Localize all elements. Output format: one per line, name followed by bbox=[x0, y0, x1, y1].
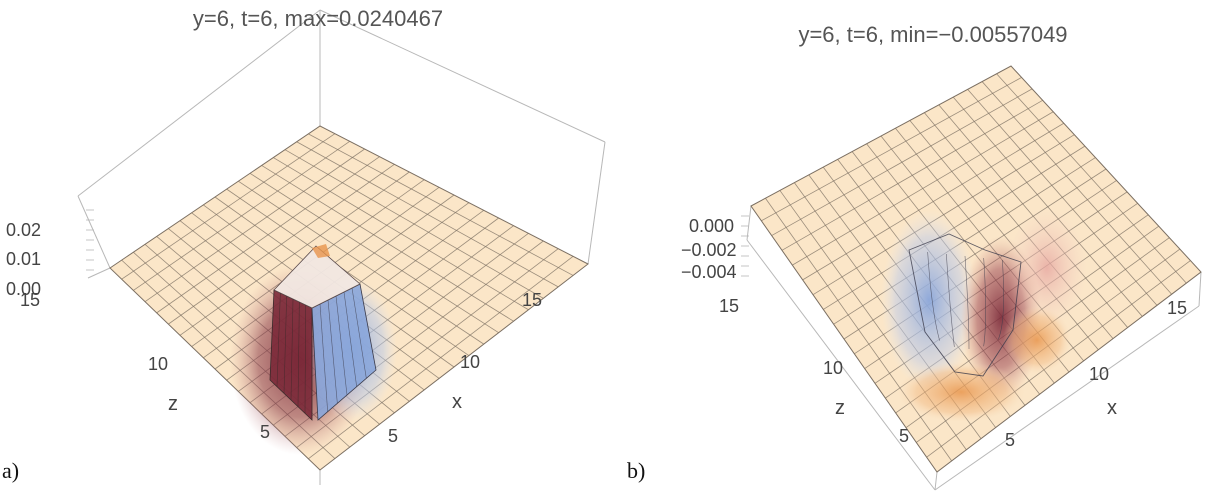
b-grid-line-v16 bbox=[981, 81, 1172, 295]
b-depression-line-3 bbox=[964, 255, 970, 350]
a-grid-line-u17 bbox=[308, 256, 574, 460]
x-tick-a-10: 10 bbox=[460, 352, 480, 372]
panel-label-a: a) bbox=[2, 458, 20, 483]
a-box-edge-6 bbox=[87, 267, 111, 279]
x-tick-a-5: 5 bbox=[388, 426, 398, 446]
z-axis-label-a: z bbox=[168, 393, 178, 415]
x-tick-b-15: 15 bbox=[1167, 298, 1187, 318]
a-grid-line-v17 bbox=[308, 133, 574, 276]
surface-plot-a: y=6, t=6, max=0.0240467 0.00 0.01 0.02 1… bbox=[6, 6, 606, 485]
b-depression-line-5 bbox=[998, 259, 1004, 340]
b-box-edge-5 bbox=[934, 305, 1200, 491]
value-tick-a-0: 0.00 bbox=[6, 279, 41, 299]
value-tick-a-2: 0.02 bbox=[6, 220, 41, 240]
panel-label-b: b) bbox=[627, 458, 646, 483]
z-tick-b-10: 10 bbox=[823, 358, 843, 378]
z-tick-a-15: 15 bbox=[20, 290, 40, 310]
z-tick-b-5: 5 bbox=[899, 426, 909, 446]
b-accent-region-lower bbox=[897, 362, 1025, 422]
z-tick-a-10: 10 bbox=[148, 354, 168, 374]
a-block-line-3 bbox=[290, 298, 294, 401]
a-block-side-line-4 bbox=[343, 291, 357, 387]
x-axis-label-a: x bbox=[452, 391, 462, 413]
a-box-edge-3 bbox=[587, 141, 606, 265]
a-block-side-line-5 bbox=[351, 287, 367, 379]
b-box-edge-0 bbox=[746, 205, 752, 241]
b-accent-region-upper bbox=[1007, 208, 1087, 328]
z-axis-label-b: z bbox=[835, 397, 845, 419]
a-block-side-line-3 bbox=[335, 295, 348, 396]
a-box-edge-1 bbox=[319, 9, 606, 143]
chart-panel-a: y=6, t=6, max=0.0240467 0.00 0.01 0.02 1… bbox=[2, 6, 606, 485]
chart-title-a: y=6, t=6, max=0.0240467 bbox=[193, 6, 443, 31]
b-depression-line-1 bbox=[927, 251, 940, 341]
a-block-line-5 bbox=[304, 304, 306, 414]
a-block-side-line-1 bbox=[319, 303, 328, 412]
z-tick-a-5: 5 bbox=[260, 422, 270, 442]
value-tick-b-2: −0.004 bbox=[681, 262, 737, 282]
surface-feature-a bbox=[230, 244, 397, 455]
x-tick-b-5: 5 bbox=[1005, 430, 1015, 450]
surface-plot-b: y=6, t=6, min=−0.00557049 0.000 −0.002 −… bbox=[681, 22, 1202, 491]
b-grid-line-v15 bbox=[967, 89, 1158, 306]
x-tick-a-15: 15 bbox=[522, 290, 542, 310]
a-grid-line-v15 bbox=[284, 149, 544, 299]
chart-title-b: y=6, t=6, min=−0.00557049 bbox=[798, 22, 1067, 47]
surface-feature-b bbox=[881, 208, 1087, 422]
b-depression-line-2 bbox=[946, 253, 955, 347]
x-tick-b-10: 10 bbox=[1089, 364, 1109, 384]
a-block-line-4 bbox=[297, 301, 300, 407]
a-box-edge-0 bbox=[77, 9, 321, 197]
a-block-line-1 bbox=[276, 292, 281, 387]
a-box-edge-2 bbox=[77, 195, 111, 269]
a-block-peak bbox=[312, 244, 330, 258]
value-tick-b-1: −0.002 bbox=[681, 240, 737, 260]
a-block-side-line-2 bbox=[327, 299, 338, 404]
a-grid-line-v16 bbox=[296, 141, 559, 288]
a-block-line-2 bbox=[283, 295, 287, 394]
bounding-box-a bbox=[77, 9, 606, 485]
b-depression-line-4 bbox=[983, 257, 986, 347]
value-tick-a-1: 0.01 bbox=[6, 249, 41, 269]
bounding-box-b bbox=[741, 66, 1202, 491]
z-tick-b-15: 15 bbox=[719, 296, 739, 316]
b-box-edge-3 bbox=[934, 471, 938, 491]
b-depression-outline bbox=[908, 233, 1022, 377]
b-accent-region-right bbox=[1003, 306, 1071, 374]
b-negative-region bbox=[881, 210, 977, 390]
chart-panel-b: y=6, t=6, min=−0.00557049 0.000 −0.002 −… bbox=[609, 0, 1218, 492]
b-box-edge-4 bbox=[746, 239, 936, 491]
x-axis-label-b: x bbox=[1107, 397, 1117, 419]
b-box-edge-2 bbox=[1198, 271, 1202, 307]
b-grid-line-v17 bbox=[996, 73, 1187, 284]
value-tick-b-0: 0.000 bbox=[689, 216, 734, 236]
